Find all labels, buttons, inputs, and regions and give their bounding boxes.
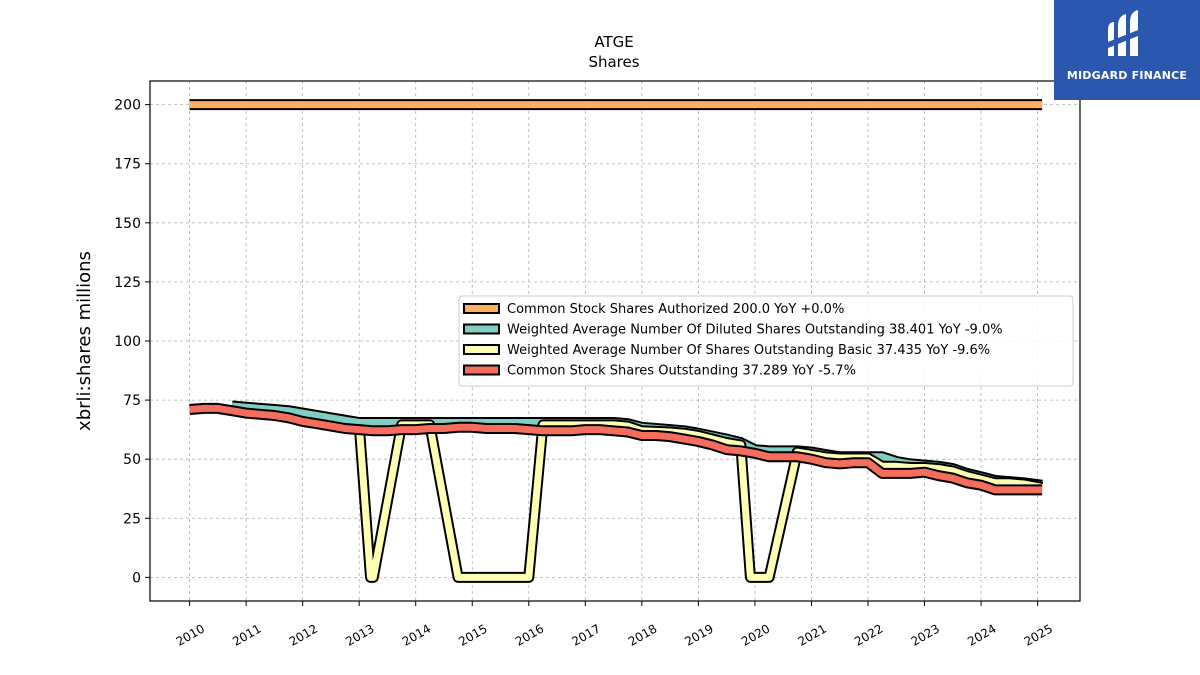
x-tick-label: 2017: [569, 621, 602, 648]
legend: Common Stock Shares Authorized 200.0 YoY…: [458, 295, 1074, 387]
y-tick-label: 0: [132, 570, 141, 586]
y-tick-label: 200: [114, 98, 141, 114]
y-tick-label: 125: [114, 275, 141, 291]
x-tick-label: 2025: [1022, 621, 1055, 648]
legend-swatch: [463, 303, 500, 314]
y-axis: 0 25 50 75 100 125 150 175 200: [114, 98, 150, 586]
y-tick-label: 100: [114, 334, 141, 350]
chart-title: ATGE: [594, 33, 633, 51]
x-tick-label: 2022: [852, 621, 885, 648]
x-tick-label: 2020: [739, 621, 772, 648]
y-tick-label: 175: [114, 157, 141, 173]
y-tick-label: 25: [123, 511, 141, 527]
brand-name: MIDGARD FINANCE: [1066, 69, 1188, 82]
x-tick-label: 2013: [343, 621, 376, 648]
y-tick-label: 50: [123, 452, 141, 468]
legend-entry: Common Stock Shares Outstanding 37.289 Y…: [507, 364, 856, 379]
x-tick-label: 2011: [230, 621, 263, 648]
series-4: [189, 402, 1043, 496]
legend-entry: Weighted Average Number Of Shares Outsta…: [507, 343, 990, 358]
x-tick-label: 2014: [400, 621, 433, 648]
x-tick-label: 2016: [513, 621, 546, 648]
legend-swatch: [463, 344, 500, 355]
legend-swatch: [463, 323, 500, 335]
legend-entry: Common Stock Shares Authorized 200.0 YoY…: [507, 302, 844, 317]
x-tick-label: 2010: [174, 621, 207, 648]
x-axis: 2010 2011 2012 2013 2014 2015 2016 2017 2018 2019…: [174, 601, 1055, 649]
legend-swatch: [463, 364, 500, 376]
x-tick-label: 2019: [682, 621, 715, 648]
y-tick-label: 75: [123, 393, 141, 409]
x-tick-label: 2018: [626, 621, 659, 648]
x-tick-label: 2021: [796, 621, 829, 648]
brand-logo: MIDGARD FINANCE: [1054, 0, 1200, 100]
x-tick-label: 2024: [965, 621, 998, 648]
legend-box: [458, 295, 1074, 387]
series-line: [355, 421, 1043, 581]
x-tick-label: 2015: [456, 621, 489, 648]
x-tick-label: 2023: [909, 621, 942, 648]
series-layer: [189, 99, 1044, 583]
y-tick-label: 150: [114, 216, 141, 232]
y-axis-label: xbrli:shares millions: [74, 251, 95, 431]
midgard-logo-icon: [1108, 10, 1138, 56]
x-tick-label: 2012: [287, 621, 320, 648]
series-line-outline: [353, 419, 1044, 583]
chart-subtitle: Shares: [588, 53, 639, 71]
legend-entry: Weighted Average Number Of Diluted Share…: [507, 323, 1003, 338]
series-line: [189, 404, 1043, 494]
series-3: [353, 419, 1044, 583]
